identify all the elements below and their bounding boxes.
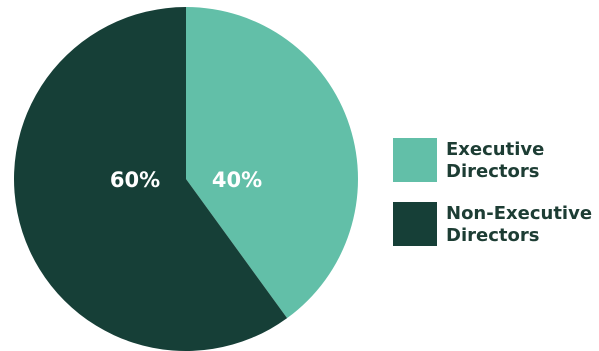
legend-item-executive-directors: Executive Directors xyxy=(393,138,599,202)
legend-swatch-executive-directors xyxy=(393,138,437,182)
legend: Executive Directors Non-Executive Direct… xyxy=(393,138,599,266)
legend-label-executive-directors: Executive Directors xyxy=(446,139,545,182)
pie-slice-executive-directors xyxy=(186,7,358,319)
legend-item-non-executive-directors: Non-Executive Directors xyxy=(393,202,599,266)
pie-labels: 40% 60% xyxy=(110,168,262,192)
pie-chart: 40% 60% xyxy=(13,7,358,351)
legend-swatch-non-executive-directors xyxy=(393,202,437,246)
pie-slice-non-executive-directors xyxy=(13,7,288,351)
pie-label-non-executive-directors: 60% xyxy=(110,168,160,192)
legend-label-non-executive-directors: Non-Executive Directors xyxy=(446,203,593,246)
pie-slices xyxy=(13,7,358,351)
pie-label-executive-directors: 40% xyxy=(212,168,262,192)
